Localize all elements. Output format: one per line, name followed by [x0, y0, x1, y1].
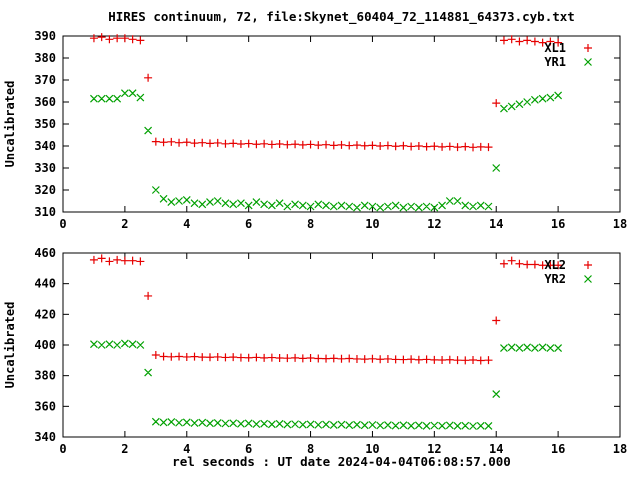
y-tick-label: 380 [34, 51, 56, 65]
legend-label: XL2 [544, 258, 566, 272]
y-tick-label: 310 [34, 205, 56, 219]
x-tick-label: 0 [59, 217, 66, 231]
y-tick-label: 360 [34, 95, 56, 109]
x-tick-label: 4 [183, 442, 190, 456]
x-axis-label: rel seconds : UT date 2024-04-04T06:08:5… [172, 454, 511, 469]
y-tick-label: 440 [34, 277, 56, 291]
series-YR1-points [90, 89, 563, 212]
x-tick-label: 16 [551, 217, 565, 231]
x-tick-label: 0 [59, 442, 66, 456]
plot-panel-bottom: 0 2 4 6 8 10 12 14 16 18 340 360 380 400 420 440 460 Unca… [3, 246, 627, 456]
legend-cross-icon [584, 275, 592, 283]
x-tick-label: 2 [121, 217, 128, 231]
legend-label: YR1 [544, 55, 566, 69]
legend-plus-icon [584, 44, 592, 52]
y-tick-label: 370 [34, 73, 56, 87]
x-tick-label: 14 [489, 442, 503, 456]
y-tick-label: 380 [34, 369, 56, 383]
y-tick-label: 360 [34, 399, 56, 413]
x-tick-label: 12 [427, 217, 441, 231]
x-tick-label: 8 [307, 442, 314, 456]
y-tick-label: 350 [34, 117, 56, 131]
y-tick-label: 400 [34, 338, 56, 352]
series-YR2-points [90, 339, 563, 431]
x-tick-label: 18 [613, 442, 627, 456]
x-tick-label: 10 [365, 217, 379, 231]
y-tick-label: 340 [34, 139, 56, 153]
x-tick-label: 8 [307, 217, 314, 231]
y-axis-label: Uncalibrated [3, 302, 17, 389]
y-tick-label: 460 [34, 246, 56, 260]
x-tick-label: 18 [613, 217, 627, 231]
x-tick-label: 10 [365, 442, 379, 456]
x-tick-label: 14 [489, 217, 503, 231]
x-tick-label: 2 [121, 442, 128, 456]
legend-cross-icon [584, 58, 592, 66]
legend-plus-icon [584, 261, 592, 269]
legend-entry-YR1: YR1 [544, 55, 592, 69]
x-tick-label: 12 [427, 442, 441, 456]
y-tick-label: 330 [34, 161, 56, 175]
plot-panel-top: 0 2 4 6 8 10 12 14 16 18 310 320 330 340 350 360 370 380 3… [3, 29, 627, 231]
x-tick-label: 4 [183, 217, 190, 231]
legend-entry-YR2: YR2 [544, 272, 592, 286]
x-tick-label: 6 [245, 217, 252, 231]
y-axis-label: Uncalibrated [3, 81, 17, 168]
y-tick-label: 420 [34, 307, 56, 321]
series-XL1-points [89, 33, 563, 152]
y-tick-label: 340 [34, 430, 56, 444]
chart-title: HIRES continuum, 72, file:Skynet_60404_7… [108, 9, 575, 25]
legend-entry-XL1: XL1 [544, 41, 592, 55]
legend-label: XL1 [544, 41, 566, 55]
y-tick-label: 320 [34, 183, 56, 197]
y-tick-label: 390 [34, 29, 56, 43]
legend-entry-XL2: XL2 [544, 258, 592, 272]
x-tick-label: 6 [245, 442, 252, 456]
x-tick-label: 16 [551, 442, 565, 456]
legend-label: YR2 [544, 272, 566, 286]
series-XL2-points [89, 254, 563, 365]
